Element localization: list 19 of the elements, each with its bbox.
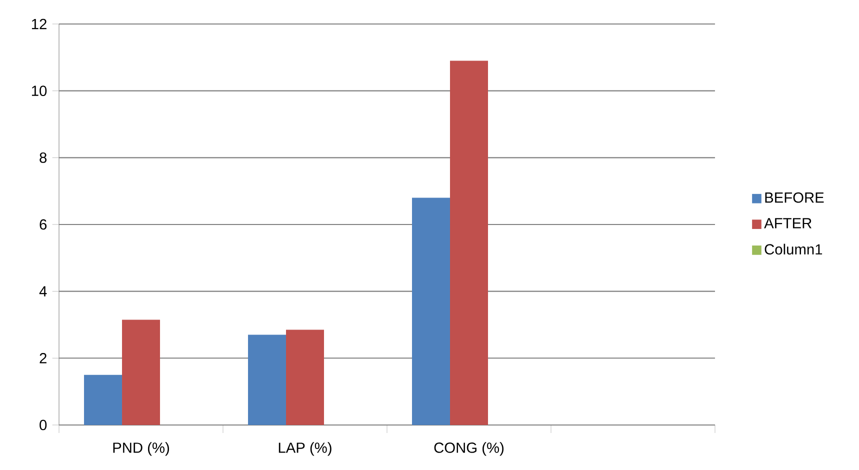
y-tick-label: 4 xyxy=(39,286,47,296)
y-tick-label: 12 xyxy=(32,18,46,30)
bar xyxy=(286,330,324,425)
y-tick-label: 0 xyxy=(40,420,47,430)
bar xyxy=(450,60,488,425)
bar xyxy=(412,198,450,425)
y-tick-label: 6 xyxy=(40,219,47,230)
bar xyxy=(248,334,286,425)
y-tick-label: 8 xyxy=(40,152,47,163)
y-tick-label: 2 xyxy=(40,353,46,364)
legend-label: BEFORE xyxy=(765,192,824,203)
x-tick-label: LAP (%) xyxy=(278,442,332,456)
bar xyxy=(122,320,160,425)
bar xyxy=(84,374,122,425)
legend-label: Column1 xyxy=(764,244,822,255)
x-tick-label: PND (%) xyxy=(113,442,170,456)
x-tick-label: CONG (%) xyxy=(434,442,504,456)
legend-label: AFTER xyxy=(764,218,812,228)
y-tick-label: 10 xyxy=(32,86,47,96)
